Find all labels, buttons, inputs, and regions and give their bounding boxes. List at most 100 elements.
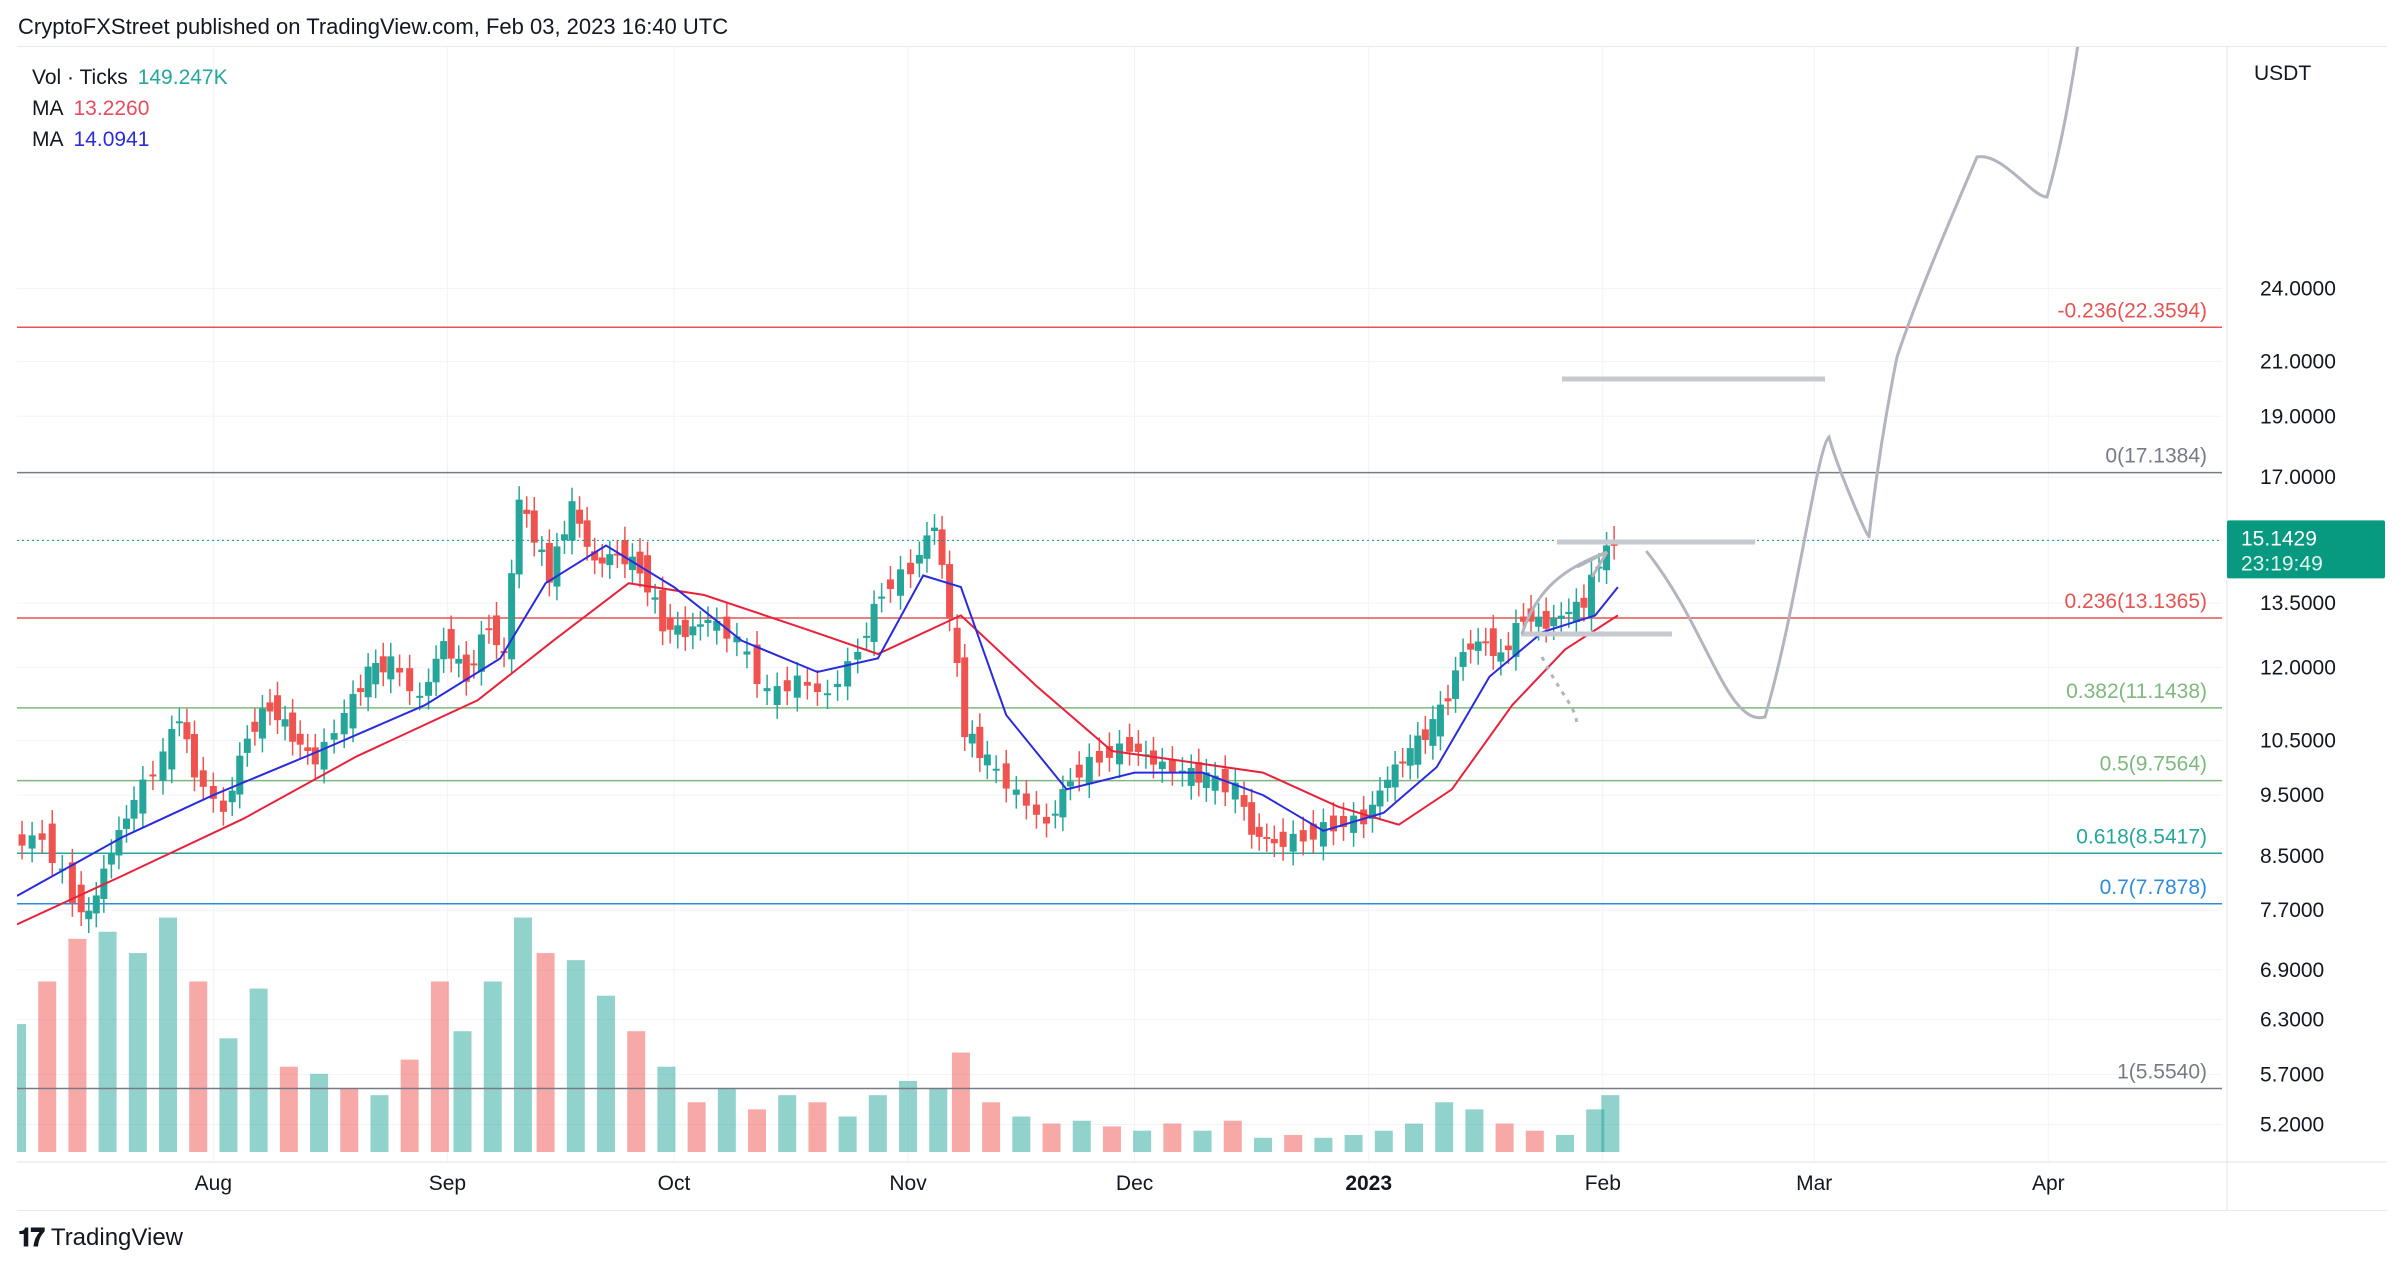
candle-body bbox=[68, 862, 76, 903]
candle-body bbox=[387, 656, 395, 680]
fib-label: 0.382(11.1438) bbox=[2066, 680, 2207, 703]
candle-body bbox=[813, 683, 821, 693]
candle-body bbox=[946, 564, 954, 618]
candle-body bbox=[296, 733, 304, 745]
candle-body bbox=[199, 770, 207, 787]
candle-body bbox=[149, 774, 157, 777]
candle-body bbox=[915, 554, 923, 564]
candle-body bbox=[1051, 813, 1059, 816]
candle-body bbox=[28, 835, 36, 849]
volume-bar bbox=[1525, 1130, 1544, 1152]
candle-body bbox=[447, 629, 455, 659]
candle-body bbox=[243, 738, 251, 753]
candle-body bbox=[824, 693, 832, 696]
candle-body bbox=[1436, 704, 1444, 737]
volume-bar bbox=[219, 1038, 238, 1152]
candle-body bbox=[477, 634, 485, 672]
brand-name[interactable]: TradingView bbox=[50, 1224, 183, 1251]
volume-bar bbox=[566, 960, 585, 1152]
y-tick-label: 5.7000 bbox=[2260, 1063, 2324, 1086]
candle-body bbox=[1376, 790, 1384, 807]
x-tick-label: 2023 bbox=[1345, 1172, 1392, 1195]
candle-body bbox=[1134, 743, 1142, 752]
candle-body bbox=[983, 754, 991, 766]
chart-area[interactable]: 24.0000 21.0000 19.0000 17.0000 13.5000 12.00… bbox=[17, 46, 2387, 1211]
candle-body bbox=[1467, 643, 1475, 650]
candle-body bbox=[636, 551, 644, 574]
candle-body bbox=[1565, 611, 1573, 615]
volume-value: 149.247K bbox=[137, 66, 228, 89]
volume-bar bbox=[982, 1102, 1001, 1152]
candle-body bbox=[773, 686, 781, 706]
candle-body bbox=[743, 651, 751, 655]
candle-body bbox=[1002, 763, 1010, 789]
y-tick-label: 7.7000 bbox=[2260, 899, 2324, 922]
candle-body bbox=[907, 562, 915, 575]
candle-body bbox=[1202, 772, 1210, 788]
candle-body bbox=[681, 619, 689, 638]
candle-body bbox=[122, 818, 130, 829]
candle-body bbox=[1368, 804, 1376, 819]
candle-body bbox=[844, 661, 852, 687]
fib-label: 0(17.1384) bbox=[2105, 445, 2207, 468]
candle-body bbox=[783, 680, 791, 692]
volume-bar bbox=[513, 917, 532, 1152]
volume-bar bbox=[1465, 1109, 1484, 1152]
legend-ma-slow[interactable]: MA 13.2260 bbox=[32, 93, 228, 124]
ma-fast-line bbox=[17, 544, 1619, 897]
candle-body bbox=[1489, 628, 1497, 656]
candle-body bbox=[107, 852, 115, 865]
candle-body bbox=[803, 681, 811, 686]
candle-body bbox=[320, 741, 328, 770]
fib-label: 0.236(13.1365) bbox=[2065, 590, 2207, 613]
candle-body bbox=[1066, 781, 1074, 787]
y-tick-label: 21.0000 bbox=[2260, 351, 2336, 374]
candle-body bbox=[115, 830, 123, 856]
candle-body bbox=[606, 554, 614, 566]
ma-slow-label: MA bbox=[32, 97, 64, 120]
candle-body bbox=[1270, 838, 1278, 844]
y-tick-label: 13.5000 bbox=[2260, 592, 2336, 615]
legend-ma-fast[interactable]: MA 14.0941 bbox=[32, 124, 228, 155]
volume-bar bbox=[1314, 1137, 1333, 1152]
candle-body bbox=[236, 755, 244, 795]
candle-body bbox=[311, 747, 319, 765]
candle-body bbox=[1572, 601, 1580, 623]
tradingview-logo-icon[interactable]: 𝟏𝟕 bbox=[18, 1222, 45, 1252]
candle-body bbox=[406, 668, 414, 692]
candle-body bbox=[1116, 743, 1123, 765]
candle-body bbox=[938, 529, 946, 565]
candle-body bbox=[930, 527, 938, 531]
legend-volume[interactable]: Vol · Ticks 149.247K bbox=[32, 62, 228, 93]
candle-body bbox=[591, 551, 599, 561]
candle-body bbox=[1429, 719, 1437, 746]
candle-body bbox=[92, 895, 100, 914]
candle-body bbox=[870, 603, 878, 642]
candle-body bbox=[18, 834, 26, 846]
candle-body bbox=[1012, 789, 1020, 795]
candle-body bbox=[1340, 815, 1348, 828]
candle-body bbox=[1391, 764, 1399, 788]
y-tick-label: 10.5000 bbox=[2260, 729, 2336, 752]
volume-bar bbox=[536, 953, 555, 1152]
indicator-legend: Vol · Ticks 149.247K MA 13.2260 MA 14.09… bbox=[32, 62, 228, 155]
volume-bar bbox=[778, 1095, 797, 1152]
volume-bar bbox=[1163, 1123, 1182, 1152]
candle-body bbox=[651, 597, 659, 600]
volume-bar bbox=[189, 981, 208, 1152]
price-chart[interactable]: 24.0000 21.0000 19.0000 17.0000 13.5000 12.00… bbox=[17, 47, 2387, 1210]
candle-body bbox=[976, 726, 984, 759]
candle-body bbox=[1459, 651, 1467, 667]
fib-label: -0.236(22.3594) bbox=[2058, 299, 2207, 322]
last-price-tag bbox=[2227, 520, 2385, 579]
volume-bar bbox=[1193, 1130, 1212, 1152]
volume-bar bbox=[1284, 1134, 1303, 1152]
candle-body bbox=[1580, 597, 1588, 608]
candle-body bbox=[1519, 616, 1527, 622]
y-tick-label: 12.0000 bbox=[2260, 656, 2336, 679]
candle-body bbox=[1360, 809, 1368, 825]
candle-body bbox=[175, 721, 183, 724]
candle-body bbox=[1043, 816, 1051, 824]
candle-body bbox=[251, 721, 259, 732]
x-tick-label: Dec bbox=[1116, 1172, 1153, 1195]
